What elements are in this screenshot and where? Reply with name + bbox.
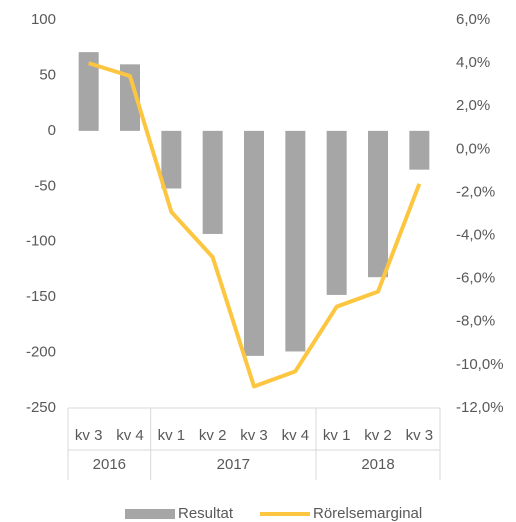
bar [78, 52, 99, 131]
y2-tick-label: -6,0% [456, 270, 495, 287]
legend-label: Rörelsemarginal [313, 505, 422, 522]
y-tick-label: 50 [39, 66, 56, 83]
bar [409, 130, 430, 170]
y-tick-label: 0 [48, 122, 56, 139]
y2-tick-label: 4,0% [456, 54, 490, 71]
y-tick-label: -200 [26, 344, 56, 361]
group-label: 2018 [361, 456, 394, 473]
y2-tick-label: -8,0% [456, 313, 495, 330]
x-tick-label: kv 3 [406, 427, 434, 444]
x-tick-label: kv 3 [240, 427, 268, 444]
x-tick-label: kv 4 [282, 427, 310, 444]
bar [120, 64, 140, 131]
group-label: 2017 [217, 456, 250, 473]
y2-tick-label: -4,0% [456, 227, 495, 244]
bar [326, 130, 347, 295]
x-tick-label: kv 1 [158, 427, 186, 444]
y2-tick-label: 2,0% [456, 97, 490, 114]
y2-tick-label: 0,0% [456, 140, 490, 157]
x-tick-label: kv 4 [116, 427, 144, 444]
y2-tick-label: 6,0% [456, 11, 490, 28]
bar [368, 130, 388, 278]
legend-swatch [125, 509, 175, 519]
y-tick-label: -50 [34, 177, 56, 194]
y2-tick-label: -10,0% [456, 356, 504, 373]
y2-tick-label: -2,0% [456, 183, 495, 200]
bar [161, 130, 182, 189]
bar [202, 130, 223, 234]
line [88, 61, 422, 389]
x-tick-label: kv 3 [75, 427, 103, 444]
bar [285, 130, 306, 352]
group-label: 2016 [93, 456, 126, 473]
x-tick-label: kv 2 [364, 427, 392, 444]
y-tick-label: -250 [26, 399, 56, 416]
y-tick-label: -150 [26, 288, 56, 305]
x-tick-label: kv 1 [323, 427, 351, 444]
bar [244, 130, 264, 356]
legend-label: Resultat [178, 505, 234, 522]
y2-tick-label: -12,0% [456, 399, 504, 416]
x-tick-label: kv 2 [199, 427, 227, 444]
y-tick-label: 100 [31, 11, 56, 28]
y-tick-label: -100 [26, 233, 56, 250]
